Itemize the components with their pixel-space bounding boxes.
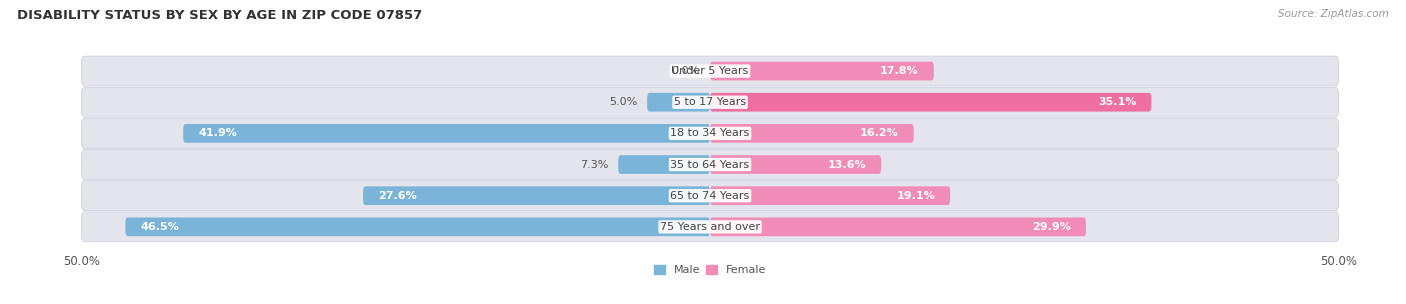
Text: 17.8%: 17.8% <box>880 66 918 76</box>
FancyBboxPatch shape <box>710 217 1085 236</box>
Text: 13.6%: 13.6% <box>827 160 866 170</box>
FancyBboxPatch shape <box>82 181 1339 211</box>
Text: 65 to 74 Years: 65 to 74 Years <box>671 191 749 201</box>
FancyBboxPatch shape <box>82 119 1339 148</box>
Legend: Male, Female: Male, Female <box>650 261 770 280</box>
Text: 16.2%: 16.2% <box>860 128 898 138</box>
Text: 46.5%: 46.5% <box>141 222 179 232</box>
FancyBboxPatch shape <box>710 186 950 205</box>
Text: DISABILITY STATUS BY SEX BY AGE IN ZIP CODE 07857: DISABILITY STATUS BY SEX BY AGE IN ZIP C… <box>17 9 422 22</box>
Text: 29.9%: 29.9% <box>1032 222 1071 232</box>
FancyBboxPatch shape <box>710 93 1152 112</box>
Text: 5.0%: 5.0% <box>609 97 637 107</box>
FancyBboxPatch shape <box>710 155 882 174</box>
FancyBboxPatch shape <box>710 62 934 81</box>
Text: 41.9%: 41.9% <box>198 128 238 138</box>
Text: 0.0%: 0.0% <box>672 66 700 76</box>
FancyBboxPatch shape <box>125 217 710 236</box>
FancyBboxPatch shape <box>710 124 914 143</box>
FancyBboxPatch shape <box>82 150 1339 179</box>
Text: Source: ZipAtlas.com: Source: ZipAtlas.com <box>1278 9 1389 19</box>
FancyBboxPatch shape <box>82 56 1339 86</box>
Text: 35.1%: 35.1% <box>1098 97 1136 107</box>
Text: 27.6%: 27.6% <box>378 191 416 201</box>
Text: 18 to 34 Years: 18 to 34 Years <box>671 128 749 138</box>
FancyBboxPatch shape <box>183 124 710 143</box>
Text: 75 Years and over: 75 Years and over <box>659 222 761 232</box>
FancyBboxPatch shape <box>647 93 710 112</box>
FancyBboxPatch shape <box>619 155 710 174</box>
Text: 7.3%: 7.3% <box>579 160 609 170</box>
FancyBboxPatch shape <box>82 212 1339 242</box>
FancyBboxPatch shape <box>82 87 1339 117</box>
Text: Under 5 Years: Under 5 Years <box>672 66 748 76</box>
FancyBboxPatch shape <box>363 186 710 205</box>
Text: 5 to 17 Years: 5 to 17 Years <box>673 97 747 107</box>
Text: 19.1%: 19.1% <box>897 191 935 201</box>
Text: 35 to 64 Years: 35 to 64 Years <box>671 160 749 170</box>
